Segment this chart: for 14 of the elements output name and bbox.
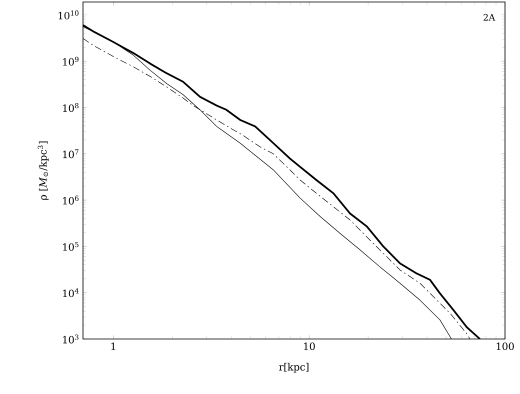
- y-tick-label: 10$^{9}$: [63, 56, 79, 66]
- y-axis-title: ρ [M$_{⊙}$/kpc$^{3}$]: [38, 141, 49, 200]
- y-tick-label: 10$^{3}$: [63, 334, 78, 344]
- y-tick-label: 10$^{4}$: [63, 288, 79, 298]
- y-tick-label: 10$^{7}$: [63, 149, 78, 158]
- x-tick-label: 1: [111, 342, 116, 350]
- x-axis-title: r[kpc]: [279, 362, 308, 373]
- annotation: 2A: [484, 14, 496, 21]
- y-tick-label: 10$^{6}$: [63, 196, 79, 205]
- y-tick-label: 10$^{10}$: [58, 10, 79, 20]
- x-tick-label: 10: [304, 342, 315, 350]
- y-tick-label: 10$^{8}$: [63, 103, 79, 112]
- y-tick-label: 10$^{5}$: [63, 242, 78, 251]
- x-tick-label: 100: [496, 342, 514, 350]
